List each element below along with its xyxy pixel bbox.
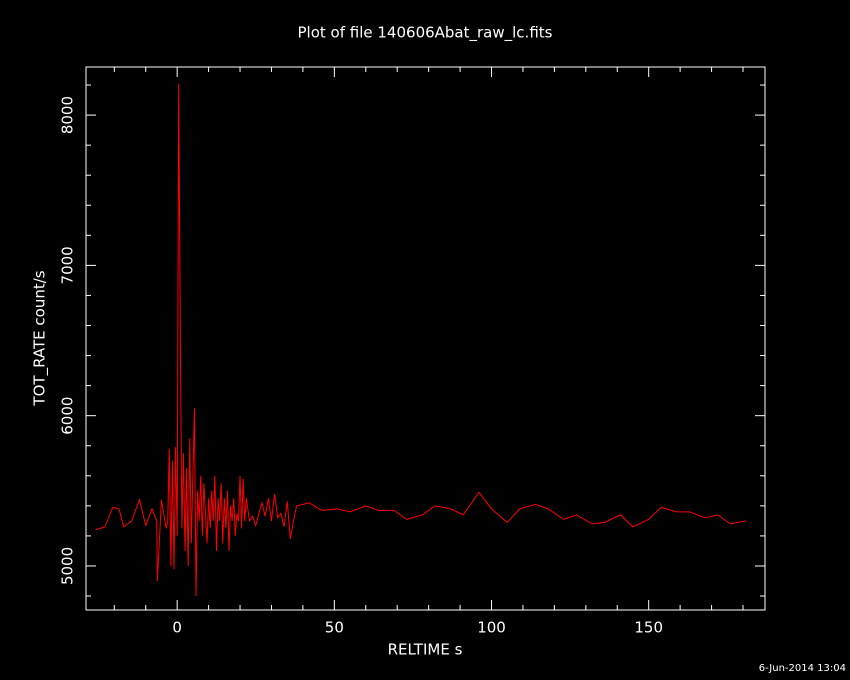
- chart-title: Plot of file 140606Abat_raw_lc.fits: [298, 24, 553, 43]
- y-tick-label: 8000: [59, 96, 77, 134]
- x-tick-label: 50: [325, 619, 344, 637]
- y-tick-label: 7000: [59, 246, 77, 284]
- x-tick-label: 150: [634, 619, 663, 637]
- footer: 6-Jun-2014 13:04: [759, 663, 846, 674]
- data-line: [95, 83, 747, 597]
- x-axis-label: RELTIME s: [388, 641, 463, 659]
- y-tick-label: 5000: [59, 547, 77, 585]
- plot-frame: [85, 66, 766, 611]
- y-axis-label: TOT_RATE count/s: [31, 270, 50, 406]
- x-tick-label: 100: [477, 619, 506, 637]
- x-tick-label: 0: [172, 619, 182, 637]
- y-tick-label: 6000: [59, 397, 77, 435]
